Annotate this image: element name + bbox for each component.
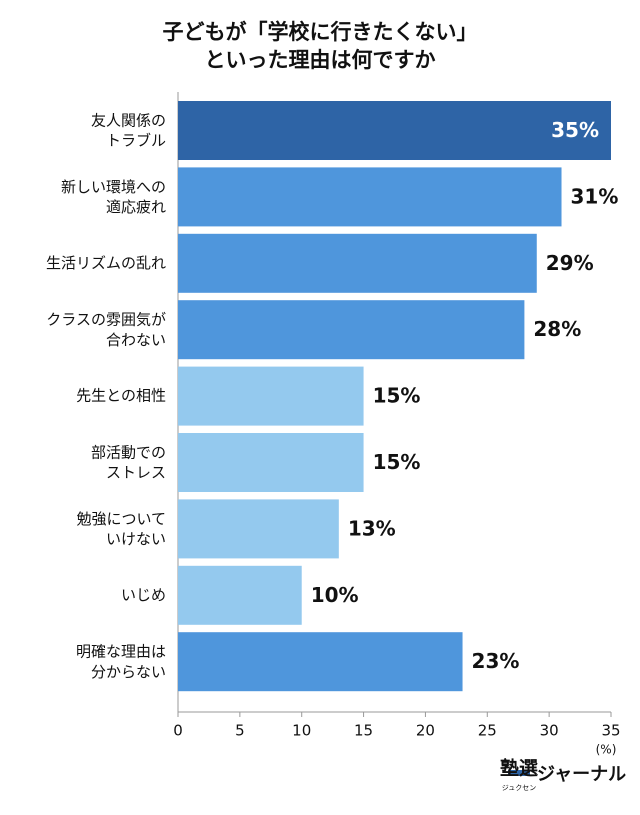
y-tick-label: 友人関係のトラブル xyxy=(91,111,166,149)
logo-main: 塾選 xyxy=(500,757,538,780)
x-tick-label: 10 xyxy=(292,722,311,740)
bar xyxy=(178,433,364,492)
value-label: 10% xyxy=(311,583,359,607)
y-tick-label: 勉強についていけない xyxy=(76,509,166,547)
y-tick-label: いじめ xyxy=(121,586,166,604)
x-tick-label: 35 xyxy=(601,722,620,740)
logo-sub: ジュクセン xyxy=(502,784,537,792)
y-tick-label: 先生との相性 xyxy=(76,387,166,405)
value-label: 29% xyxy=(546,251,594,275)
y-tick-label: 部活動でのストレス xyxy=(91,443,166,481)
bar xyxy=(178,499,339,559)
logo-suffix: ジャーナル xyxy=(537,764,626,785)
value-label: 13% xyxy=(348,516,396,540)
bar xyxy=(178,300,525,360)
value-label: 15% xyxy=(373,384,421,408)
value-label: 23% xyxy=(472,649,520,673)
x-unit: (%) xyxy=(596,743,617,757)
value-label: 28% xyxy=(533,317,581,341)
chart-title: 子どもが「学校に行きたくない」といった理由は何ですか xyxy=(163,20,478,72)
x-tick-label: 5 xyxy=(235,722,245,740)
bar xyxy=(178,366,364,426)
y-tick-label: クラスの雰囲気が合わない xyxy=(46,310,166,348)
x-tick-label: 15 xyxy=(354,722,373,740)
x-tick-label: 25 xyxy=(478,722,497,740)
x-tick-label: 0 xyxy=(173,722,183,740)
bar xyxy=(178,167,562,227)
bar xyxy=(178,632,463,692)
y-tick-label: 明確な理由は分からない xyxy=(76,642,166,680)
logo-bar xyxy=(508,770,530,776)
y-tick-label: 生活リズムの乱れ xyxy=(46,254,166,272)
value-label: 35% xyxy=(551,118,599,142)
bar xyxy=(178,565,302,625)
x-tick-label: 20 xyxy=(416,722,435,740)
x-tick-label: 30 xyxy=(540,722,559,740)
bar xyxy=(178,233,537,293)
value-label: 31% xyxy=(571,184,619,208)
y-tick-label: 新しい環境への適応疲れ xyxy=(61,177,166,215)
bar xyxy=(178,101,611,160)
value-label: 15% xyxy=(373,450,421,474)
